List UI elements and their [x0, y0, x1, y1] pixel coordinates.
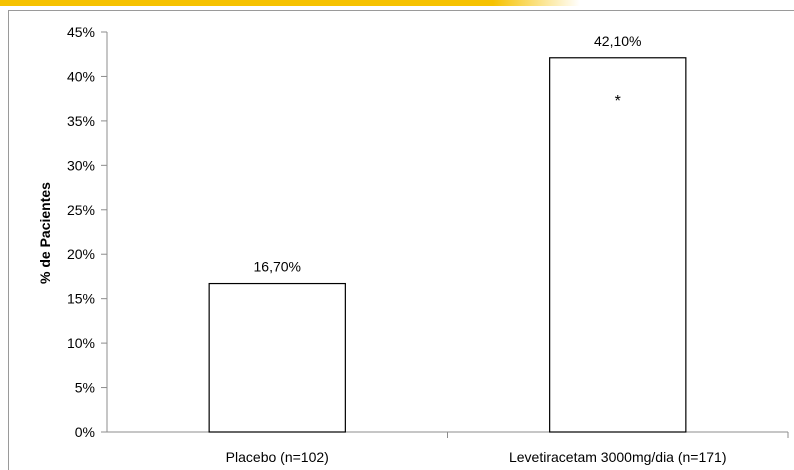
- significance-annotation: *: [615, 93, 621, 110]
- bar: [550, 58, 686, 432]
- y-tick-label: 0%: [75, 424, 95, 440]
- x-tick-label: Levetiracetam 3000mg/dia (n=171): [509, 449, 727, 465]
- y-tick-label: 5%: [75, 380, 95, 396]
- x-axis-ticks: Placebo (n=102) Levetiracetam 3000mg/dia …: [226, 432, 788, 465]
- data-label: 16,70%: [254, 259, 301, 275]
- x-tick-label: Placebo (n=102): [226, 449, 329, 465]
- y-tick-label: 40%: [67, 68, 95, 84]
- y-axis-label: % de Pacientes: [37, 182, 53, 284]
- y-tick-label: 15%: [67, 291, 95, 307]
- y-tick-label: 25%: [67, 202, 95, 218]
- y-tick-label: 35%: [67, 113, 95, 129]
- data-label: 42,10%: [594, 33, 641, 49]
- y-tick-label: 30%: [67, 157, 95, 173]
- y-tick-label: 10%: [67, 335, 95, 351]
- bar: [209, 284, 345, 432]
- y-axis-ticks: 0% 5% 10% 15% 20% 25% 30% 35% 40% 45%: [67, 24, 107, 440]
- bars: [209, 58, 686, 432]
- y-tick-label: 20%: [67, 246, 95, 262]
- y-tick-label: 45%: [67, 24, 95, 40]
